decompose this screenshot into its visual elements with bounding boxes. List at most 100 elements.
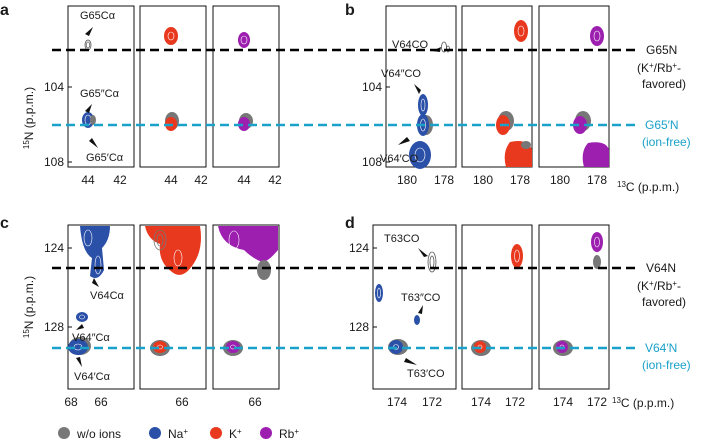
annotation-t63-double-prime-co: T63″CO [401, 292, 441, 304]
arrow-v64-prime-co [398, 137, 410, 145]
label-g65-prime-n-state: (ion-free) [642, 135, 691, 149]
arrow-t63co [418, 248, 428, 257]
peak-v64-double-prime-calpha [76, 312, 88, 322]
panel-c-letter: c [0, 215, 9, 232]
panel-b-xtick-178-1: 178 [434, 173, 454, 187]
panel-c-xtick-66-1: 66 [94, 395, 108, 409]
panel-b-frame-rb [538, 5, 610, 168]
peak-k-favored-c [145, 226, 201, 356]
label-g65n-state: (K+/Rb+- [637, 61, 681, 75]
panel-c-xtick-66-2: 66 [175, 395, 189, 409]
annotation-g65-calpha: G65Cα [80, 10, 116, 22]
panel-d-ytick-128: 128 [349, 320, 369, 334]
panel-d-xtick-174-2: 174 [471, 395, 491, 409]
arrow-t63-prime-co [404, 358, 417, 365]
panel-d-xtick-174-1: 174 [387, 395, 407, 409]
panel-b-xlabel: 13C (p.p.m.) [617, 180, 679, 194]
peak-t63-double-prime-co [375, 284, 420, 325]
peak-rb-favored-a [238, 32, 253, 131]
arrow-v64calpha [92, 278, 99, 287]
panel-b-ytick-104: 104 [362, 80, 382, 94]
label-v64-prime-n-state: (ion-free) [642, 358, 691, 372]
panel-d-frame-free [372, 224, 457, 390]
annotation-v64-prime-calpha: V64′Cα [74, 371, 111, 383]
panel-a-ytick-104: 104 [44, 80, 64, 94]
panel-b-ytick-108: 108 [362, 155, 382, 169]
panel-b-letter: b [345, 2, 355, 19]
panel-c-frame-rb [212, 224, 280, 390]
annotation-v64calpha: V64Cα [90, 290, 125, 302]
label-v64n-state: (K+/Rb+- [637, 279, 681, 293]
peak-g65-calpha [84, 39, 92, 51]
label-g65-prime-n: G65′N [645, 118, 679, 132]
panel-c-frame-free [67, 224, 135, 390]
annotation-v64-double-prime-co: V64″CO [381, 68, 421, 80]
panel-c: c [0, 215, 280, 409]
panel-c-ytick-124: 124 [44, 241, 64, 255]
peak-v64-prime-calpha [68, 337, 91, 355]
panel-d-frame-rb [538, 224, 610, 390]
panel-a-xtick-44-3: 44 [237, 173, 251, 187]
legend-label-na: Na+ [168, 427, 188, 441]
panel-a-frame-rb [212, 5, 280, 168]
panel-a: a G65Cα G65 [0, 2, 282, 187]
peak-rb-favored-d [553, 232, 603, 356]
panel-c-xtick-68-1: 68 [64, 395, 78, 409]
label-v64n: V64N [646, 261, 676, 275]
annotation-v64-double-prime-calpha: V64″Cα [72, 332, 110, 344]
reference-labels: G65N (K+/Rb+- favored) G65′N (ion-free) … [637, 43, 691, 372]
legend-label-free: w/o ions [76, 427, 121, 441]
panel-c-ytick-128: 128 [44, 320, 64, 334]
arrow-g65-prime-calpha [89, 138, 98, 148]
annotation-t63-prime-co: T63′CO [407, 368, 445, 380]
panel-b-xtick-180-1: 180 [397, 173, 417, 187]
panel-b-xtick-178-3: 178 [587, 173, 607, 187]
arrow-v64-double-prime-co [414, 84, 421, 94]
label-v64n-favored: favored) [642, 295, 686, 309]
panel-d-letter: d [345, 215, 355, 232]
panel-a-ytick-108: 108 [44, 155, 64, 169]
arrow-g65-double-prime-calpha [85, 104, 92, 113]
panel-d-xlabel: 13C (p.p.m.) [612, 396, 674, 410]
panel-d: d [345, 215, 674, 410]
panel-a-frame-k [139, 5, 207, 168]
panel-a-xtick-44-2: 44 [164, 173, 178, 187]
annotation-v64co: V64CO [392, 39, 429, 51]
legend-label-k: K+ [229, 427, 242, 441]
peak-rb-favored-b [573, 26, 609, 167]
label-v64-prime-n: V64′N [645, 341, 677, 355]
label-g65n: G65N [646, 43, 677, 57]
panel-d-ytick-124: 124 [349, 241, 369, 255]
panel-b-xtick-180-3: 180 [550, 173, 570, 187]
annotation-g65-double-prime-calpha: G65″Cα [80, 88, 120, 100]
panel-a-xtick-44-1: 44 [81, 173, 95, 187]
annotation-t63co: T63CO [384, 233, 420, 245]
panel-a-xtick-42-1: 42 [113, 173, 127, 187]
peak-t63-prime-co [388, 339, 408, 355]
peak-rb-favored-c [218, 226, 278, 356]
panel-b: b [345, 2, 679, 194]
peak-k-favored-a [164, 27, 179, 131]
legend-swatch-rb [260, 427, 272, 439]
legend: w/o ions Na+ K+ Rb+ [58, 427, 299, 441]
annotation-v64-prime-co: V64′CO [380, 153, 419, 165]
arrow-v64-double-prime-calpha [76, 324, 84, 330]
annotation-g65-prime-calpha: G65′Cα [86, 152, 124, 164]
peak-k-favored-d [471, 244, 523, 356]
panel-d-xtick-172-3: 172 [587, 395, 607, 409]
legend-label-rb: Rb+ [279, 427, 299, 441]
panel-b-xtick-178-2: 178 [510, 173, 530, 187]
panel-d-xtick-172-1: 172 [422, 395, 442, 409]
legend-swatch-free [58, 427, 70, 439]
panel-d-xtick-172-2: 172 [505, 395, 525, 409]
panel-a-frame-free [67, 5, 135, 168]
panel-d-frame-k [461, 224, 533, 390]
panel-c-frame-k [139, 224, 207, 390]
panel-a-ylabel: 15N (p.p.m.) [22, 87, 36, 149]
peak-v64calpha [80, 226, 110, 278]
legend-swatch-k [210, 427, 222, 439]
panel-d-xtick-174-3: 174 [553, 395, 573, 409]
label-g65n-favored: favored) [642, 77, 686, 91]
panel-a-xtick-42-2: 42 [194, 173, 208, 187]
panel-b-xtick-180-2: 180 [473, 173, 493, 187]
